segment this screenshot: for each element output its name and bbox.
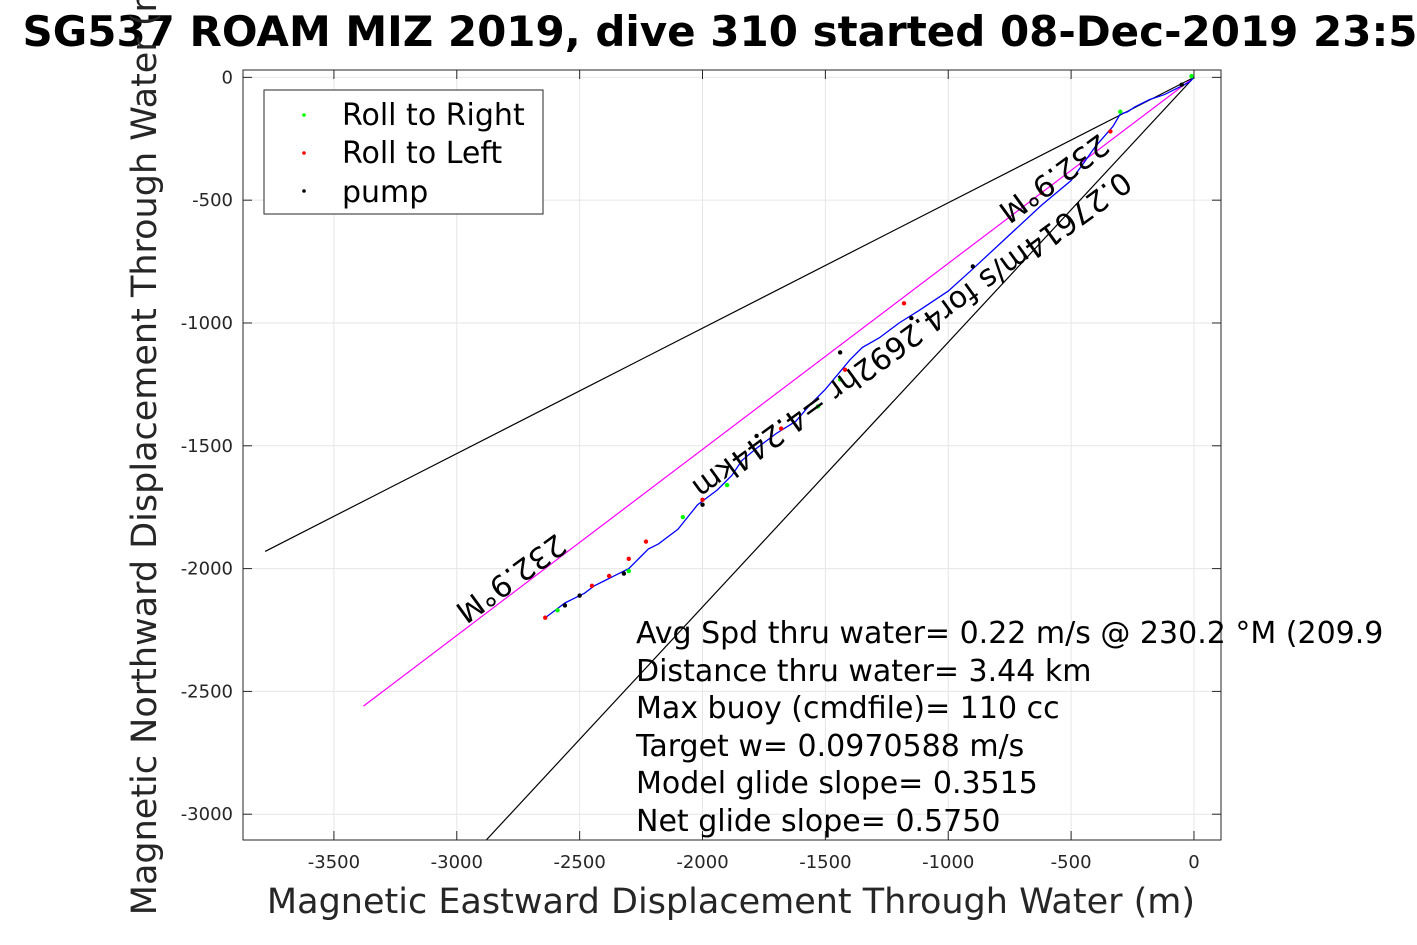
- stat-max-buoy: Max buoy (cmdfile)= 110 cc: [636, 691, 1060, 726]
- y-tick-label: -2000: [181, 559, 233, 580]
- pump-point: [577, 593, 582, 598]
- x-tick-label: -2000: [676, 852, 728, 873]
- roll-markers: [543, 73, 1194, 620]
- x-axis-ticks: -3500 -3000 -2500 -2000 -1500 -1000 -500 0: [308, 70, 1200, 873]
- stat-net-glide: Net glide slope= 0.5750: [636, 804, 1000, 839]
- y-axis-ticks: 0 -500 -1000 -1500 -2000 -2500 -3000: [181, 67, 1221, 825]
- pump-point: [754, 433, 759, 439]
- pump-point: [562, 603, 568, 608]
- y-tick-label: -2500: [181, 681, 233, 702]
- roll-left-point: [606, 573, 612, 579]
- legend-label-roll-left: Roll to Left: [342, 136, 502, 171]
- pump-point: [970, 264, 976, 269]
- roll-right-point: [1189, 73, 1194, 79]
- reference-line-0: [363, 76, 1195, 707]
- legend-marker-pump: [302, 189, 306, 193]
- roll-left-point: [643, 539, 649, 544]
- roll-right-point: [1118, 109, 1123, 114]
- x-axis-label: Magnetic Eastward Displacement Through W…: [267, 882, 1195, 922]
- roll-right-point: [837, 377, 843, 382]
- reference-line-2: [485, 76, 1195, 840]
- y-tick-label: -500: [192, 190, 233, 211]
- stat-target-w: Target w= 0.0970588 m/s: [635, 729, 1024, 764]
- chart-title: SG537 ROAM MIZ 2019, dive 310 started 08…: [23, 7, 1417, 56]
- grid: [243, 70, 1221, 840]
- legend: Roll to Right Roll to Left pump: [263, 89, 544, 215]
- x-tick-label: -1000: [922, 852, 974, 873]
- x-tick-label: -2500: [553, 852, 605, 873]
- roll-left-point: [543, 615, 548, 620]
- roll-right-point: [680, 514, 686, 520]
- pump-point: [700, 502, 705, 507]
- roll-right-point: [555, 608, 560, 613]
- pump-point: [837, 350, 843, 355]
- reference-lines: [264, 76, 1195, 840]
- roll-right-point: [626, 568, 631, 574]
- roll-left-point: [626, 556, 631, 561]
- roll-right-point: [815, 404, 821, 409]
- pump-point: [621, 571, 627, 576]
- y-axis-label: Magnetic Northward Displacement Through …: [125, 0, 165, 915]
- reference-line-1: [264, 76, 1195, 552]
- x-tick-label: -1500: [799, 852, 851, 873]
- stat-distance: Distance thru water= 3.44 km: [636, 654, 1091, 689]
- roll-left-point: [589, 583, 595, 588]
- legend-box: [263, 89, 544, 215]
- y-tick-label: -1000: [181, 313, 233, 334]
- dive-track-line: [544, 76, 1195, 619]
- pump-point: [1179, 82, 1184, 87]
- axes-box: [242, 69, 1222, 841]
- legend-label-pump: pump: [342, 175, 428, 210]
- roll-left-point: [1108, 129, 1113, 134]
- roll-left-point: [778, 426, 784, 431]
- x-tick-label: -3000: [431, 852, 483, 873]
- legend-marker-roll-right: [302, 113, 306, 117]
- x-tick-label: -500: [1051, 852, 1092, 873]
- roll-left-point: [1039, 190, 1044, 196]
- legend-marker-roll-left: [302, 151, 306, 155]
- legend-label-roll-right: Roll to Right: [342, 98, 525, 133]
- stat-model-glide: Model glide slope= 0.3515: [636, 766, 1038, 801]
- roll-left-point: [901, 301, 907, 306]
- y-tick-label: -1500: [181, 436, 233, 457]
- x-tick-label: 0: [1188, 852, 1199, 873]
- y-tick-label: -3000: [181, 804, 233, 825]
- pump-point: [909, 315, 914, 321]
- roll-right-point: [724, 482, 730, 488]
- stat-avg-speed: Avg Spd thru water= 0.22 m/s @ 230.2 °M …: [636, 616, 1383, 651]
- stats-annotations: Avg Spd thru water= 0.22 m/s @ 230.2 °M …: [635, 616, 1383, 839]
- x-tick-label: -3500: [308, 852, 360, 873]
- roll-left-point: [842, 367, 848, 372]
- roll-left-point: [700, 497, 705, 503]
- y-tick-label: 0: [222, 67, 233, 88]
